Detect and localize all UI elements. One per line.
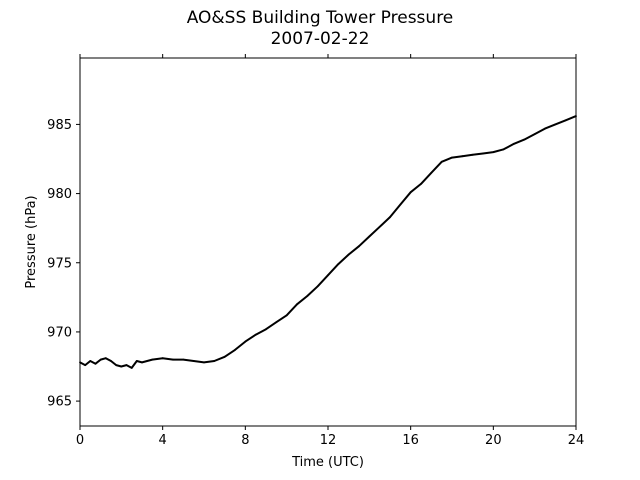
data-point — [316, 285, 319, 288]
data-point — [161, 357, 164, 360]
data-point — [130, 367, 133, 369]
data-point — [254, 333, 257, 336]
data-point — [564, 119, 567, 122]
data-point — [141, 361, 143, 364]
data-point — [275, 321, 278, 324]
data-point — [533, 133, 536, 136]
data-point — [368, 235, 371, 238]
data-point — [420, 183, 422, 185]
data-point — [203, 361, 205, 364]
data-point — [223, 355, 226, 358]
data-point — [213, 360, 216, 362]
data-point — [296, 303, 298, 306]
data-point — [358, 245, 360, 248]
y-tick-label: 980 — [47, 187, 72, 202]
data-point — [327, 274, 329, 277]
x-tick-label: 24 — [568, 433, 585, 448]
data-point — [378, 225, 381, 228]
data-point — [94, 362, 97, 365]
data-point — [409, 191, 412, 194]
y-tick-label: 965 — [47, 395, 72, 410]
x-axis-label: Time (UTC) — [291, 455, 364, 470]
data-point — [513, 142, 515, 145]
data-point — [115, 364, 118, 366]
data-point — [151, 358, 154, 361]
data-point — [182, 358, 185, 361]
data-point — [265, 328, 267, 331]
plot-layer — [79, 115, 577, 369]
x-tick-label: 12 — [320, 433, 337, 448]
data-point — [440, 160, 443, 163]
data-point — [451, 156, 453, 159]
data-point — [306, 295, 309, 297]
data-point — [461, 155, 464, 158]
data-point — [84, 364, 87, 366]
data-point — [502, 148, 505, 151]
x-tick-label: 8 — [241, 433, 249, 448]
data-point — [554, 123, 557, 126]
data-point — [104, 357, 107, 360]
data-point — [99, 358, 102, 361]
data-point — [125, 364, 128, 366]
data-point — [347, 253, 350, 256]
series-line-0 — [79, 115, 577, 369]
data-point — [135, 360, 138, 362]
data-point — [120, 365, 123, 368]
y-tick-label: 975 — [47, 256, 72, 271]
x-tick-label: 16 — [402, 433, 419, 448]
chart-title: AO&SS Building Tower Pressure — [186, 8, 454, 28]
data-point — [389, 216, 391, 219]
y-axis-label: Pressure (hPa) — [24, 195, 39, 288]
ticks-layer: 0 4 8 12 16 20 24 965 970 975 980 985 — [47, 54, 584, 448]
data-point — [544, 127, 546, 130]
data-point — [482, 152, 484, 155]
y-tick-label: 970 — [47, 325, 72, 340]
data-point — [285, 314, 288, 317]
x-tick-label: 20 — [485, 433, 502, 448]
data-point — [172, 358, 174, 361]
data-point — [234, 349, 236, 351]
data-point — [89, 360, 92, 362]
chart-subtitle: 2007-02-22 — [270, 29, 370, 49]
x-tick-label: 0 — [76, 433, 84, 448]
data-point — [244, 340, 247, 343]
data-point — [430, 171, 433, 174]
data-point — [471, 153, 474, 156]
plot-frame — [79, 57, 577, 427]
data-point — [110, 360, 112, 362]
data-point — [192, 360, 195, 362]
data-point — [523, 138, 526, 141]
y-tick-label: 985 — [47, 118, 72, 133]
data-point — [492, 151, 495, 154]
data-point — [337, 263, 340, 265]
x-tick-label: 4 — [159, 433, 167, 448]
data-point — [399, 203, 402, 206]
